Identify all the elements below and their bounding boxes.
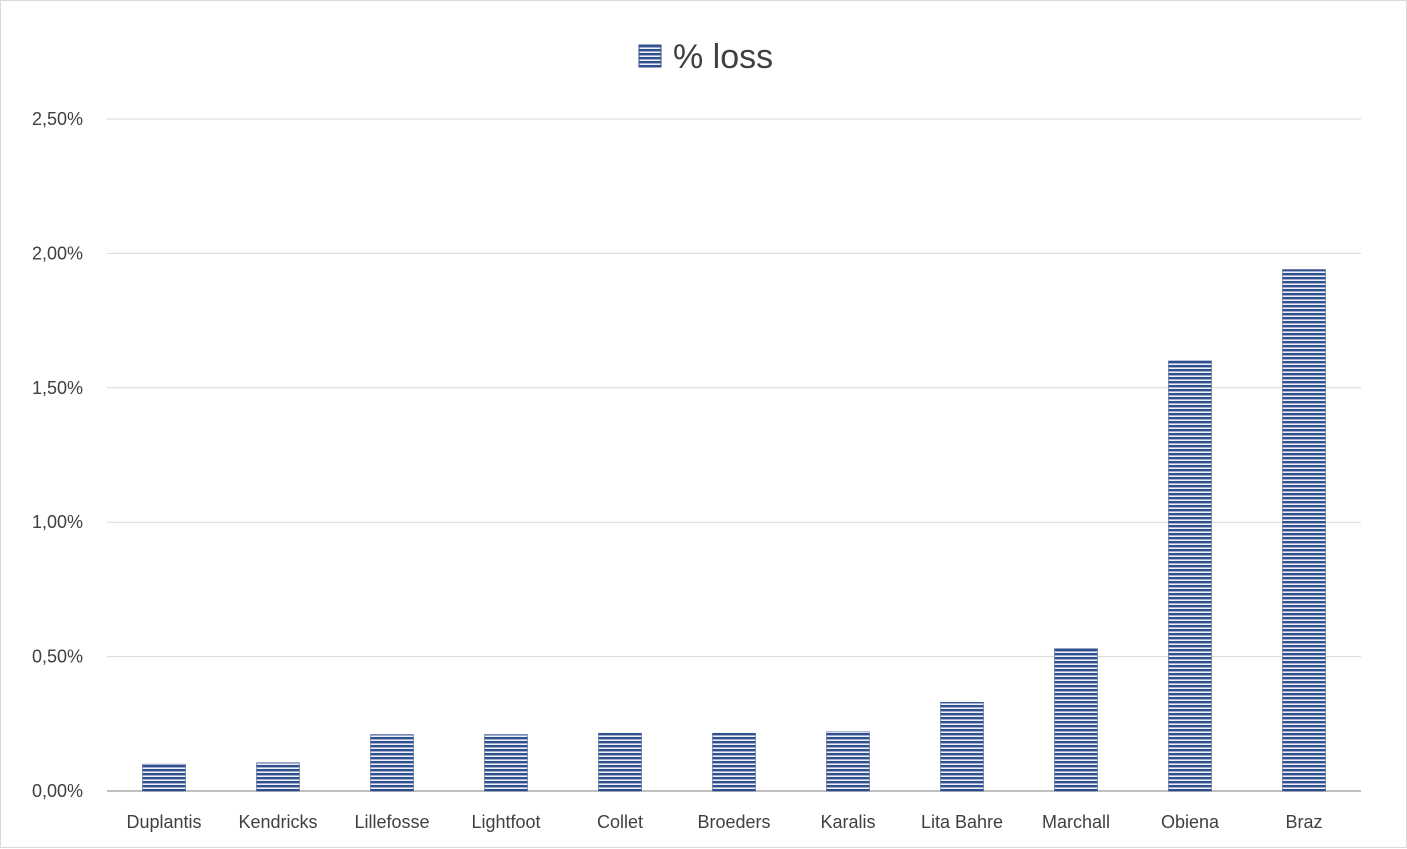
y-tick-label: 0,00% [32, 781, 83, 801]
x-tick-label: Kendricks [238, 812, 317, 832]
x-tick-label: Lightfoot [471, 812, 540, 832]
bar [370, 734, 414, 792]
y-tick-label: 2,50% [32, 109, 83, 129]
bar [598, 732, 642, 792]
bar [1282, 269, 1326, 792]
x-tick-label: Karalis [820, 812, 875, 832]
bar [1168, 360, 1212, 792]
bar [256, 762, 300, 792]
x-tick-label: Obiena [1161, 812, 1220, 832]
y-tick-label: 2,00% [32, 243, 83, 263]
bar [712, 732, 756, 792]
bar [826, 731, 870, 792]
legend-label: % loss [673, 38, 773, 76]
x-tick-label: Duplantis [126, 812, 201, 832]
y-tick-label: 1,00% [32, 512, 83, 532]
legend: % loss [638, 38, 773, 76]
bar [484, 734, 528, 792]
x-tick-label: Braz [1285, 812, 1322, 832]
x-tick-label: Collet [597, 812, 643, 832]
y-axis-ticks: 0,00% 0,50% 1,00% 1,50% 2,00% 2,50% [32, 109, 83, 801]
x-tick-label: Broeders [697, 812, 770, 832]
legend-swatch [638, 44, 662, 68]
bar [940, 702, 984, 792]
bar [1054, 648, 1098, 792]
x-axis-ticks: Duplantis Kendricks Lillefosse Lightfoot Col… [126, 812, 1322, 832]
x-tick-label: Lillefosse [354, 812, 429, 832]
y-tick-label: 0,50% [32, 647, 83, 667]
x-tick-label: Lita Bahre [921, 812, 1003, 832]
bars [142, 269, 1326, 792]
y-tick-label: 1,50% [32, 378, 83, 398]
x-tick-label: Marchall [1042, 812, 1110, 832]
bar [142, 763, 186, 792]
